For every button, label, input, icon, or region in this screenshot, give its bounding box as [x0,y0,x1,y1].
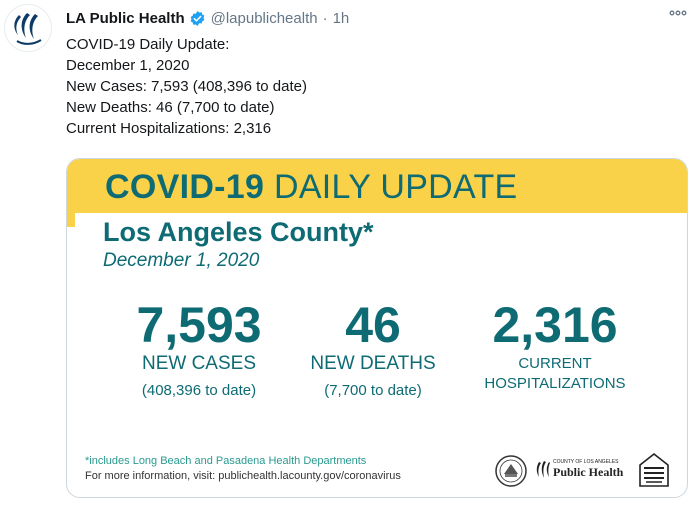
new-deaths-label: NEW DEATHS [310,353,436,374]
public-health-logo-icon [536,461,550,478]
hospitalizations-label-line2: HOSPITALIZATIONS [484,375,626,392]
more-horizontal-icon[interactable] [668,6,688,24]
hospitalizations-stat: 2,316 CURRENT HOSPITALIZATIONS [465,297,645,393]
banner-accent [67,213,75,227]
new-deaths-stat: 46 NEW DEATHS (7,700 to date) [289,297,457,401]
logo-county-text: COUNTY OF LOS ANGELES [553,459,619,465]
cases-to-date: (408,396 to date) [141,382,257,399]
avatar[interactable] [4,4,52,52]
banner-title-rest: DAILY UPDATE [264,168,518,206]
deaths-to-date: (7,700 to date) [324,382,422,399]
separator-dot: · [322,9,328,27]
tweet-image-card[interactable]: COVID-19 DAILY UPDATE Los Angeles County… [66,158,688,498]
la-public-health-logo-icon [14,13,42,45]
logo-public-health-text: Public Health [553,465,624,479]
new-deaths-number: 46 [345,297,401,353]
user-handle[interactable]: @lapublichealth [210,9,318,27]
new-cases-number: 7,593 [136,297,262,353]
tweet-line: COVID-19 Daily Update: [66,36,230,53]
display-name[interactable]: LA Public Health [66,9,185,27]
hospitalizations-label-line1: CURRENT [518,355,592,372]
stay-safe-badge-icon [639,452,669,487]
update-date: December 1, 2020 [103,250,260,271]
county-seal-icon [495,455,527,487]
new-cases-stat: 7,593 NEW CASES (408,396 to date) [111,297,287,401]
banner-title: COVID-19 DAILY UPDATE [105,167,518,207]
county-title: Los Angeles County* [103,217,374,247]
tweet-line: Current Hospitalizations: 2,316 [66,120,272,137]
tweet-header: LA Public Health @lapublichealth · 1h [66,6,688,30]
tweet-line: December 1, 2020 [66,57,190,74]
new-cases-label: NEW CASES [141,353,257,374]
banner-title-bold: COVID-19 [105,168,265,206]
hospitalizations-number: 2,316 [492,297,618,353]
footnote: *includes Long Beach and Pasadena Health… [85,455,367,467]
tweet-line: New Deaths: 46 (7,700 to date) [66,99,275,116]
verified-badge-icon [190,10,204,26]
tweet-text: COVID-19 Daily Update: December 1, 2020 … [66,34,676,139]
title-banner: COVID-19 DAILY UPDATE [67,159,687,213]
tweet-line: New Cases: 7,593 (408,396 to date) [66,78,307,95]
tweet-timestamp[interactable]: 1h [332,9,350,27]
more-info-text: For more information, visit: publichealt… [85,470,401,482]
